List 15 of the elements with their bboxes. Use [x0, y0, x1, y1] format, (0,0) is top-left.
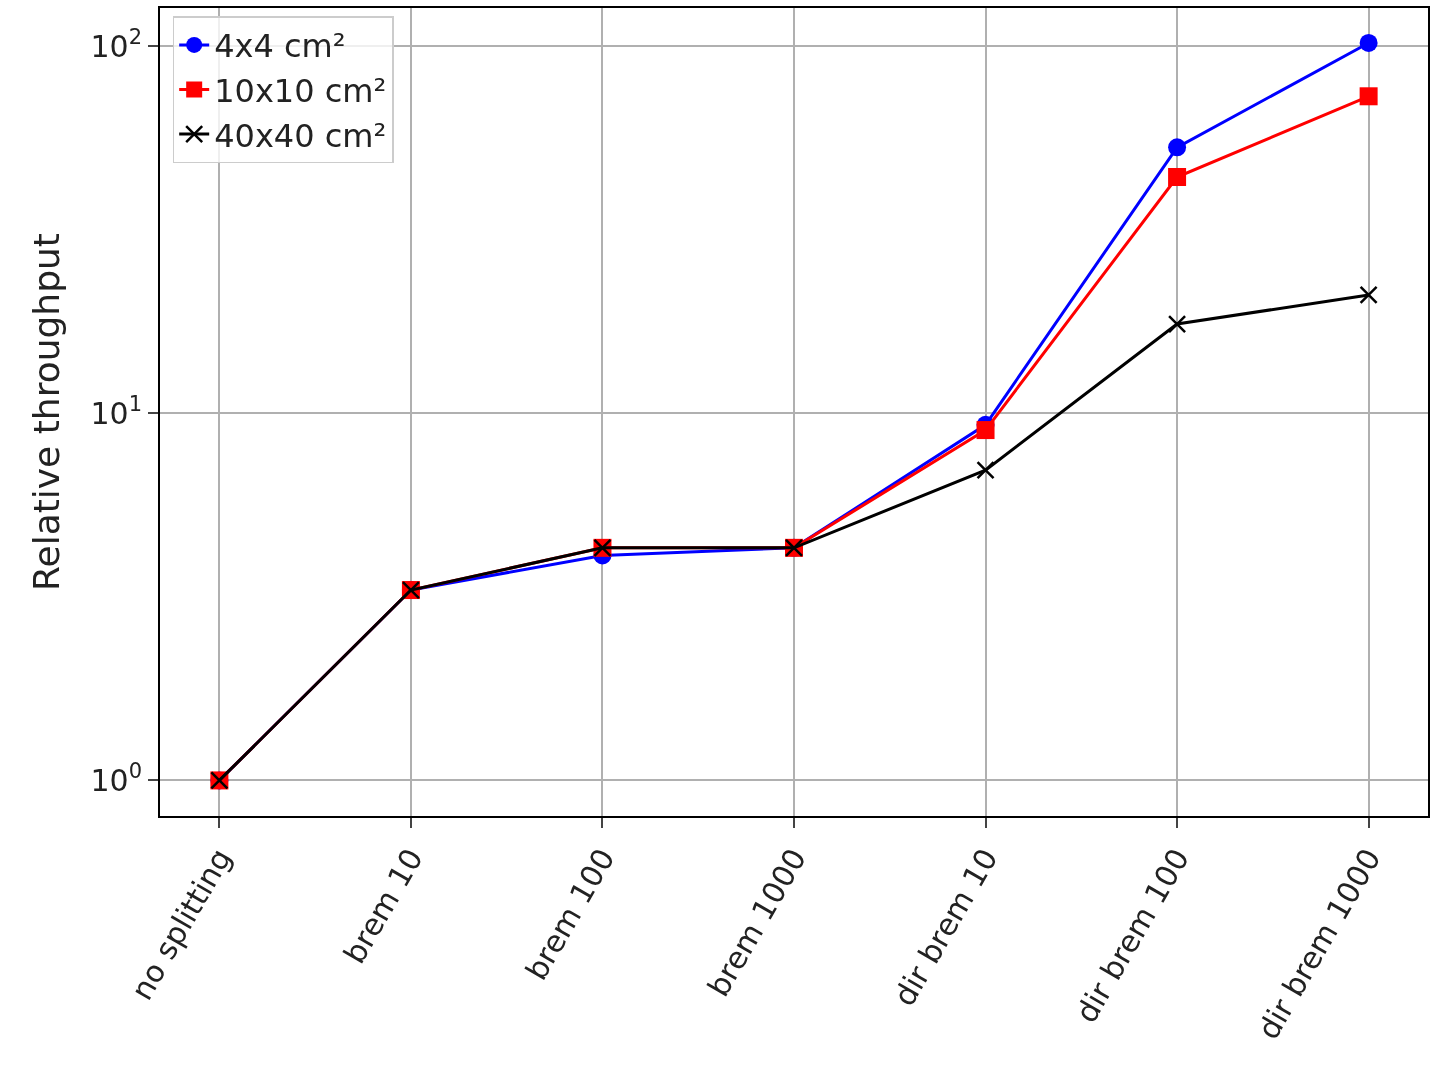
point	[1168, 138, 1187, 157]
y-tick-label: 10$^{2}$	[90, 25, 142, 64]
y-tick-label: 10$^{0}$	[90, 759, 142, 798]
point	[1359, 285, 1378, 305]
legend-label: 40x40 cm²	[214, 116, 387, 155]
point	[1359, 87, 1378, 106]
point	[1167, 314, 1187, 334]
point	[976, 460, 995, 480]
legend-label: 4x4 cm²	[214, 27, 346, 66]
y-tick-label: 10$^{1}$	[90, 392, 142, 431]
legend-label: 10x10 cm²	[214, 71, 387, 110]
point	[976, 421, 995, 440]
point	[1168, 168, 1187, 187]
point	[1359, 33, 1378, 52]
y-axis-title: Relative throughput	[25, 233, 67, 591]
